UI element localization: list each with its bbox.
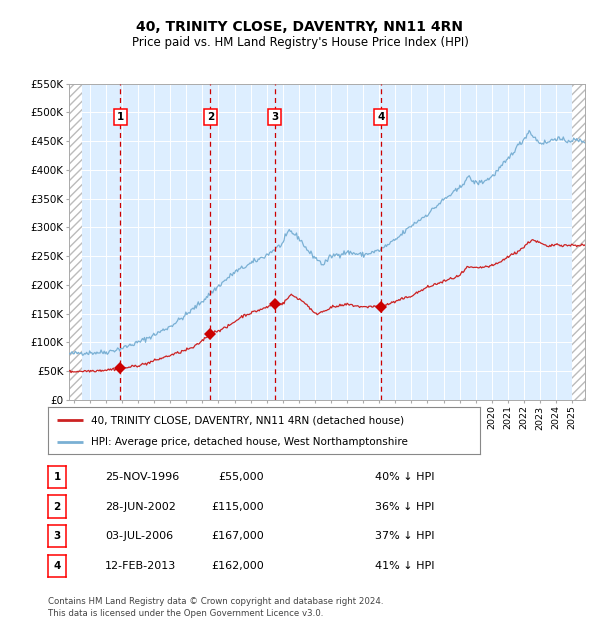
Text: 40, TRINITY CLOSE, DAVENTRY, NN11 4RN: 40, TRINITY CLOSE, DAVENTRY, NN11 4RN [137, 20, 464, 34]
Text: 28-JUN-2002: 28-JUN-2002 [105, 502, 176, 512]
Text: Contains HM Land Registry data © Crown copyright and database right 2024.
This d: Contains HM Land Registry data © Crown c… [48, 596, 383, 618]
Text: 4: 4 [53, 561, 61, 571]
Text: 25-NOV-1996: 25-NOV-1996 [105, 472, 179, 482]
Text: Price paid vs. HM Land Registry's House Price Index (HPI): Price paid vs. HM Land Registry's House … [131, 36, 469, 48]
Text: 41% ↓ HPI: 41% ↓ HPI [375, 561, 434, 571]
Text: HPI: Average price, detached house, West Northamptonshire: HPI: Average price, detached house, West… [91, 436, 408, 447]
Text: 37% ↓ HPI: 37% ↓ HPI [375, 531, 434, 541]
Text: 12-FEB-2013: 12-FEB-2013 [105, 561, 176, 571]
Text: 1: 1 [53, 472, 61, 482]
Bar [69, 84, 82, 400]
Text: 03-JUL-2006: 03-JUL-2006 [105, 531, 173, 541]
Text: £55,000: £55,000 [218, 472, 264, 482]
Text: 40, TRINITY CLOSE, DAVENTRY, NN11 4RN (detached house): 40, TRINITY CLOSE, DAVENTRY, NN11 4RN (d… [91, 415, 404, 425]
Text: 3: 3 [271, 112, 278, 122]
Text: 36% ↓ HPI: 36% ↓ HPI [375, 502, 434, 512]
Text: 40% ↓ HPI: 40% ↓ HPI [375, 472, 434, 482]
Text: £167,000: £167,000 [211, 531, 264, 541]
Bar [572, 84, 585, 400]
Text: 2: 2 [53, 502, 61, 512]
Text: 3: 3 [53, 531, 61, 541]
Text: 4: 4 [377, 112, 385, 122]
Text: £115,000: £115,000 [211, 502, 264, 512]
Text: 1: 1 [117, 112, 124, 122]
Text: 2: 2 [207, 112, 214, 122]
Text: £162,000: £162,000 [211, 561, 264, 571]
